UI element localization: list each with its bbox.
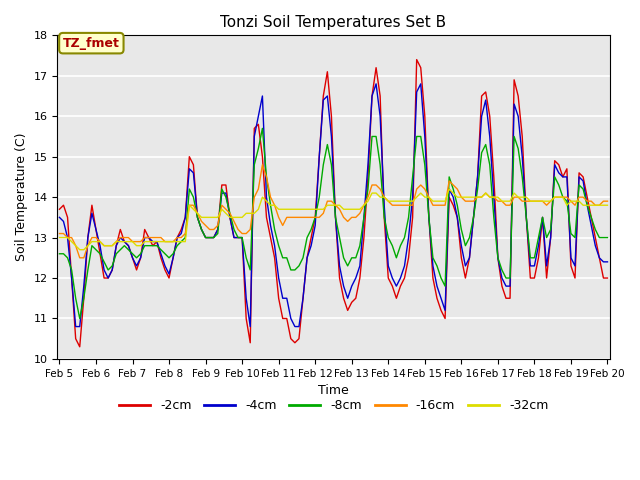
Y-axis label: Soil Temperature (C): Soil Temperature (C) [15, 133, 28, 262]
Legend: -2cm, -4cm, -8cm, -16cm, -32cm: -2cm, -4cm, -8cm, -16cm, -32cm [114, 395, 553, 418]
Title: Tonzi Soil Temperatures Set B: Tonzi Soil Temperatures Set B [220, 15, 447, 30]
X-axis label: Time: Time [318, 384, 349, 397]
Text: TZ_fmet: TZ_fmet [63, 36, 120, 49]
